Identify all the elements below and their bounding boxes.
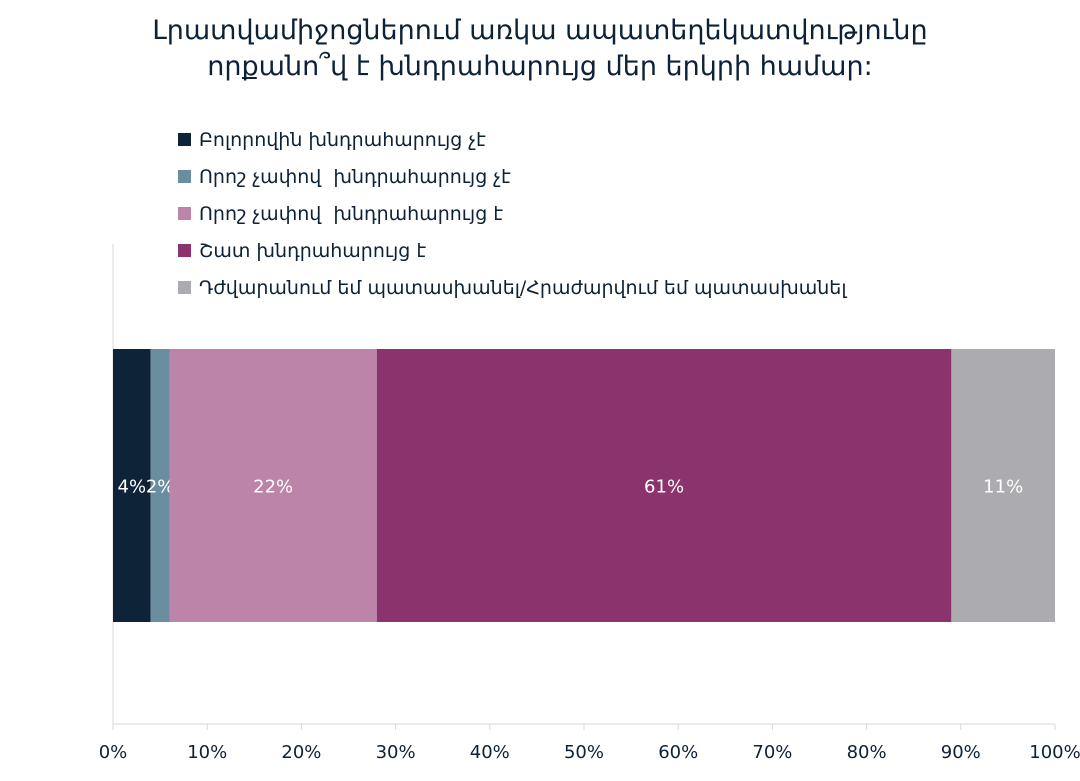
x-tick-label: 20% xyxy=(281,742,321,763)
legend-item-hard-to-answer-refused: Դժվարանում եմ պատասխանել/Հրաժարվում եմ պ… xyxy=(178,274,846,311)
x-tick-label: 80% xyxy=(847,742,887,763)
data-label: 4% xyxy=(118,477,147,498)
legend-swatch xyxy=(178,281,191,294)
bar-segment xyxy=(951,349,1055,622)
legend-item-somewhat-not-problematic: Որոշ չափով խնդրահարույց չէ xyxy=(178,163,511,200)
legend-label: Շատ խնդրահարույց է xyxy=(199,240,427,262)
x-tick-label: 70% xyxy=(752,742,792,763)
legend-item-not-at-all-problematic: Բոլորովին խնդրահարույց չէ xyxy=(178,126,486,163)
legend-label: Բոլորովին խնդրահարույց չէ xyxy=(199,129,486,151)
data-label: 2% xyxy=(146,477,175,498)
chart-title-line-1: Լրատվամիջոցներում առկա ապատեղեկատվությու… xyxy=(152,15,928,46)
x-tick-label: 30% xyxy=(376,742,416,763)
x-tick-label: 60% xyxy=(658,742,698,763)
legend-label: Դժվարանում եմ պատասխանել/Հրաժարվում եմ պ… xyxy=(199,277,847,299)
x-tick-label: 50% xyxy=(564,742,604,763)
legend-swatch xyxy=(178,244,191,257)
bar-segment xyxy=(113,349,151,622)
bar-segment xyxy=(150,349,170,622)
chart-title-line-2: որքանո՞վ է խնդրահարույց մեր երկրի համար: xyxy=(207,51,873,82)
chart-legend: Բոլորովին խնդրահարույց չէ Որոշ չափով խնդ… xyxy=(178,126,846,311)
legend-swatch xyxy=(178,170,191,183)
data-label: 22% xyxy=(253,477,293,498)
legend-label: Որոշ չափով խնդրահարույց չէ xyxy=(199,166,511,188)
legend-swatch xyxy=(178,133,191,146)
legend-item-very-problematic: Շատ խնդրահարույց է xyxy=(178,237,426,274)
x-tick-label: 90% xyxy=(941,742,981,763)
x-tick-label: 40% xyxy=(470,742,510,763)
legend-label: Որոշ չափով խնդրահարույց է xyxy=(199,203,504,225)
x-tick-label: 100% xyxy=(1029,742,1080,763)
bar-segment xyxy=(169,349,377,622)
data-label: 11% xyxy=(983,477,1023,498)
bar-segment xyxy=(376,349,952,622)
data-label: 61% xyxy=(644,477,684,498)
x-tick-label: 10% xyxy=(187,742,227,763)
legend-item-somewhat-problematic: Որոշ չափով խնդրահարույց է xyxy=(178,200,503,237)
x-tick-label: 0% xyxy=(99,742,128,763)
legend-swatch xyxy=(178,207,191,220)
